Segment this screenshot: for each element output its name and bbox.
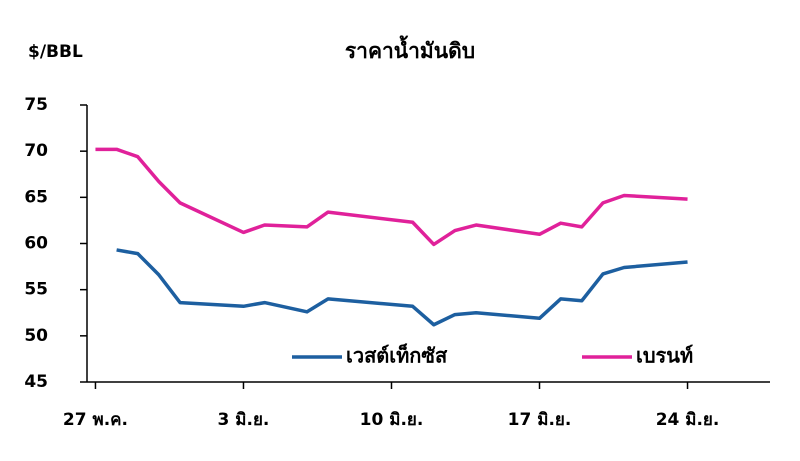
chart-title: ราคาน้ำมันดิบ — [345, 35, 475, 63]
series-line — [116, 248, 688, 327]
y-axis-label: $/BBL — [28, 42, 83, 62]
series-line — [95, 147, 688, 247]
y-tick-label: 55 — [24, 280, 48, 300]
y-tick-label: 45 — [24, 372, 48, 392]
y-tick-label: 65 — [24, 187, 48, 207]
x-tick-label: 17 มิ.ย. — [508, 410, 572, 430]
y-tick-label: 60 — [24, 234, 48, 254]
legend-label: เบรนท์ — [636, 344, 693, 368]
y-tick-label: 70 — [24, 141, 48, 161]
x-tick-label: 27 พ.ค. — [63, 410, 128, 430]
legend-label: เวสต์เท็กซัส — [346, 343, 448, 368]
y-tick-label: 75 — [24, 95, 48, 115]
x-tick-label: 3 มิ.ย. — [218, 410, 270, 430]
y-tick-label: 50 — [24, 326, 48, 346]
x-tick-label: 10 มิ.ย. — [360, 410, 424, 430]
x-tick-label: 24 มิ.ย. — [656, 410, 720, 430]
